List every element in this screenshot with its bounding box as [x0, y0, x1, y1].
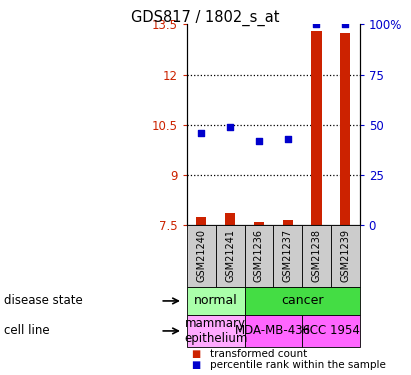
Point — [198, 130, 205, 136]
Bar — [196, 217, 206, 225]
Bar — [254, 222, 264, 225]
Text: percentile rank within the sample: percentile rank within the sample — [210, 360, 386, 370]
Text: disease state: disease state — [4, 294, 83, 307]
Text: GSM21240: GSM21240 — [196, 230, 206, 282]
Point — [227, 124, 233, 130]
Text: GSM21236: GSM21236 — [254, 230, 264, 282]
Text: HCC 1954: HCC 1954 — [301, 324, 360, 338]
Text: GDS817 / 1802_s_at: GDS817 / 1802_s_at — [131, 9, 280, 26]
Bar — [340, 33, 350, 225]
Point — [284, 136, 291, 142]
Point — [256, 138, 262, 144]
Text: GSM21237: GSM21237 — [283, 230, 293, 282]
Text: GSM21239: GSM21239 — [340, 230, 350, 282]
Text: GSM21241: GSM21241 — [225, 230, 235, 282]
Text: ■: ■ — [191, 349, 201, 359]
Bar — [283, 220, 293, 225]
Text: cell line: cell line — [4, 324, 50, 338]
Point — [342, 21, 349, 27]
Text: mammary
epithelium: mammary epithelium — [184, 317, 247, 345]
Text: transformed count: transformed count — [210, 349, 307, 359]
Bar — [312, 31, 321, 225]
Text: ■: ■ — [191, 360, 201, 370]
Text: MDA-MB-436: MDA-MB-436 — [235, 324, 312, 338]
Text: cancer: cancer — [281, 294, 323, 307]
Point — [313, 21, 320, 27]
Text: GSM21238: GSM21238 — [312, 230, 321, 282]
Text: normal: normal — [194, 294, 238, 307]
Bar — [225, 213, 235, 225]
